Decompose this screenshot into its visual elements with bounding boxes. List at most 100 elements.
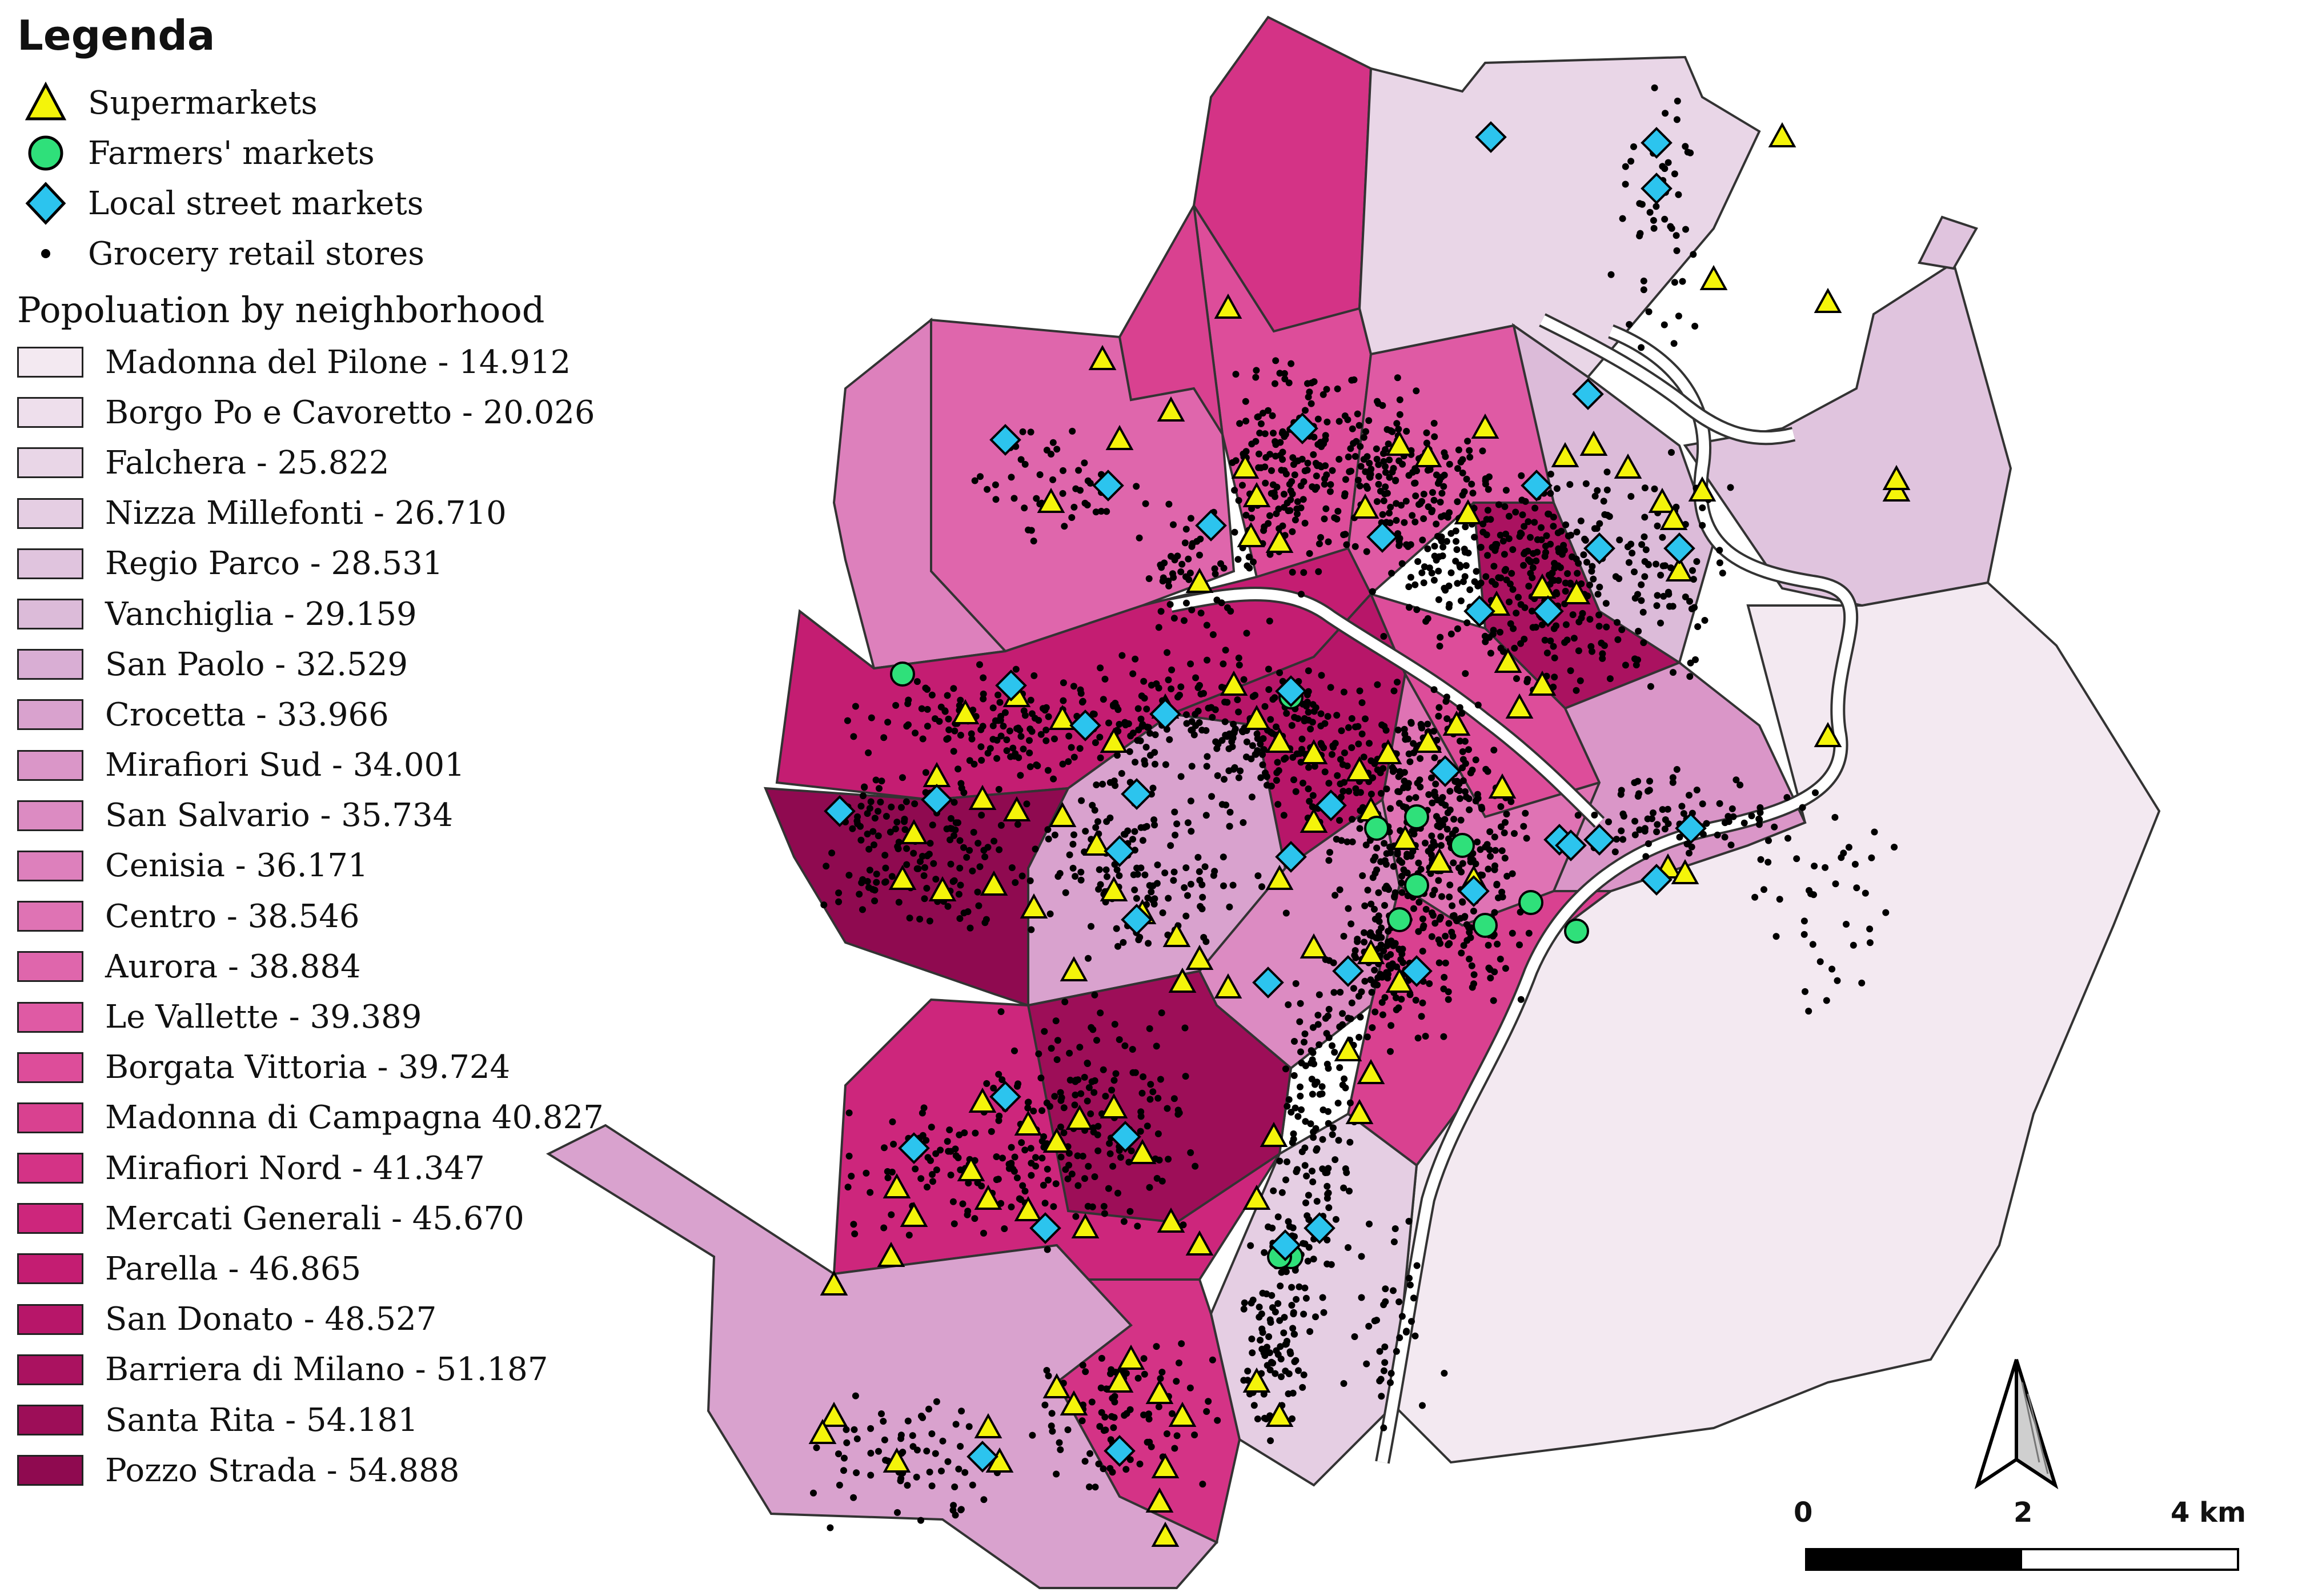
grocery-store-point bbox=[1551, 654, 1558, 661]
grocery-store-point bbox=[1282, 470, 1290, 478]
grocery-store-point bbox=[1491, 847, 1499, 854]
grocery-store-point bbox=[1104, 873, 1110, 880]
grocery-store-point bbox=[1045, 835, 1052, 843]
grocery-store-point bbox=[1391, 1225, 1399, 1232]
grocery-store-point bbox=[1041, 1028, 1048, 1035]
grocery-store-point bbox=[1170, 868, 1178, 876]
grocery-store-point bbox=[1634, 777, 1642, 785]
grocery-store-point bbox=[1390, 1238, 1398, 1245]
grocery-store-point bbox=[1355, 740, 1362, 748]
grocery-store-point bbox=[1327, 684, 1334, 691]
grocery-store-point bbox=[1408, 1318, 1415, 1325]
grocery-store-point bbox=[1340, 1184, 1347, 1192]
grocery-store-point bbox=[1079, 697, 1086, 705]
grocery-store-point bbox=[1357, 789, 1364, 796]
grocery-store-point bbox=[1114, 1189, 1121, 1197]
grocery-store-point bbox=[1277, 452, 1284, 459]
grocery-store-point bbox=[1642, 853, 1650, 860]
grocery-store-point bbox=[1387, 1022, 1395, 1029]
grocery-store-point bbox=[905, 696, 912, 704]
grocery-store-point bbox=[1169, 1410, 1176, 1417]
grocery-store-point bbox=[1363, 548, 1370, 555]
grocery-store-point bbox=[1473, 568, 1480, 575]
grocery-store-point bbox=[1326, 488, 1334, 495]
grocery-store-point bbox=[1249, 1349, 1256, 1357]
neighborhood-legend-label: Barriera di Milano - 51.187 bbox=[105, 1351, 548, 1389]
grocery-store-point bbox=[1092, 824, 1100, 831]
grocery-store-point bbox=[1618, 626, 1626, 633]
grocery-store-point bbox=[1224, 699, 1231, 706]
grocery-store-point bbox=[1254, 747, 1261, 754]
grocery-store-point bbox=[976, 863, 984, 871]
grocery-store-point bbox=[1682, 226, 1689, 233]
grocery-store-point bbox=[1350, 440, 1357, 447]
grocery-store-point bbox=[1433, 556, 1440, 564]
grocery-store-point bbox=[1265, 1223, 1272, 1230]
grocery-store-point bbox=[864, 810, 871, 817]
grocery-store-point bbox=[1564, 570, 1571, 578]
neighborhood-legend-item: Santa Rita - 54.181 bbox=[17, 1395, 600, 1445]
grocery-store-point bbox=[1363, 453, 1371, 460]
grocery-store-point bbox=[1282, 1268, 1290, 1276]
grocery-store-point bbox=[1509, 586, 1517, 593]
grocery-store-point bbox=[1594, 591, 1602, 598]
grocery-store-point bbox=[1447, 569, 1455, 576]
grocery-store-point bbox=[1167, 842, 1174, 849]
grocery-store-point bbox=[1260, 735, 1267, 742]
grocery-store-point bbox=[1413, 1262, 1421, 1269]
grocery-store-point bbox=[1463, 937, 1471, 944]
neighborhood-legend-item: Falchera - 25.822 bbox=[17, 438, 600, 488]
grocery-store-point bbox=[1054, 1037, 1061, 1044]
grocery-store-point bbox=[1289, 1325, 1297, 1332]
grocery-store-point bbox=[1225, 767, 1233, 775]
grocery-store-point bbox=[1142, 744, 1150, 751]
grocery-store-point bbox=[955, 1154, 962, 1161]
grocery-store-point bbox=[1314, 1021, 1322, 1028]
grocery-store-point bbox=[1413, 606, 1421, 613]
grocery-store-point bbox=[1756, 804, 1764, 811]
grocery-store-point bbox=[1203, 621, 1210, 629]
grocery-store-point bbox=[1182, 573, 1189, 580]
grocery-store-point bbox=[1474, 839, 1481, 845]
grocery-store-point bbox=[1503, 811, 1510, 818]
grocery-store-point bbox=[1183, 599, 1190, 607]
grocery-store-point bbox=[1432, 780, 1439, 788]
street-market-marker bbox=[1092, 470, 1124, 502]
grocery-store-point bbox=[1347, 445, 1354, 452]
grocery-store-point bbox=[1407, 719, 1415, 726]
grocery-store-point bbox=[1396, 1334, 1403, 1341]
grocery-store-point bbox=[1220, 882, 1227, 889]
grocery-store-point bbox=[1325, 538, 1332, 546]
scale-tick-2: 2 bbox=[2014, 1497, 2033, 1529]
grocery-store-point bbox=[1359, 872, 1366, 879]
grocery-store-point bbox=[1181, 884, 1188, 891]
grocery-store-point bbox=[1018, 1139, 1025, 1146]
grocery-store-point bbox=[1057, 1153, 1065, 1161]
grocery-store-point bbox=[1363, 1033, 1371, 1041]
grocery-store-point bbox=[1050, 1203, 1057, 1210]
grocery-store-point bbox=[1254, 735, 1261, 742]
grocery-store-point bbox=[1459, 470, 1466, 476]
grocery-store-point bbox=[996, 699, 1004, 706]
grocery-store-point bbox=[1146, 1096, 1154, 1103]
grocery-store-point bbox=[1282, 909, 1290, 917]
grocery-store-point bbox=[1272, 380, 1278, 387]
grocery-store-point bbox=[852, 703, 859, 710]
grocery-store-point bbox=[1040, 1181, 1047, 1189]
grocery-store-point bbox=[956, 915, 964, 922]
grocery-store-point bbox=[1309, 1090, 1316, 1098]
supermarket-marker bbox=[1688, 476, 1717, 502]
grocery-store-point bbox=[1001, 1225, 1008, 1232]
grocery-store-point bbox=[1072, 1091, 1079, 1098]
grocery-store-point bbox=[1417, 755, 1424, 762]
grocery-store-point bbox=[1259, 1329, 1266, 1336]
grocery-store-point bbox=[1385, 938, 1392, 945]
grocery-store-point bbox=[1177, 568, 1185, 575]
grocery-store-point bbox=[866, 867, 873, 874]
grocery-store-point bbox=[1318, 1090, 1326, 1097]
grocery-store-point bbox=[1673, 116, 1681, 123]
grocery-store-point bbox=[1373, 445, 1380, 452]
grocery-store-point bbox=[1081, 1458, 1089, 1465]
grocery-store-point bbox=[1061, 998, 1069, 1005]
grocery-store-point bbox=[1547, 471, 1554, 478]
